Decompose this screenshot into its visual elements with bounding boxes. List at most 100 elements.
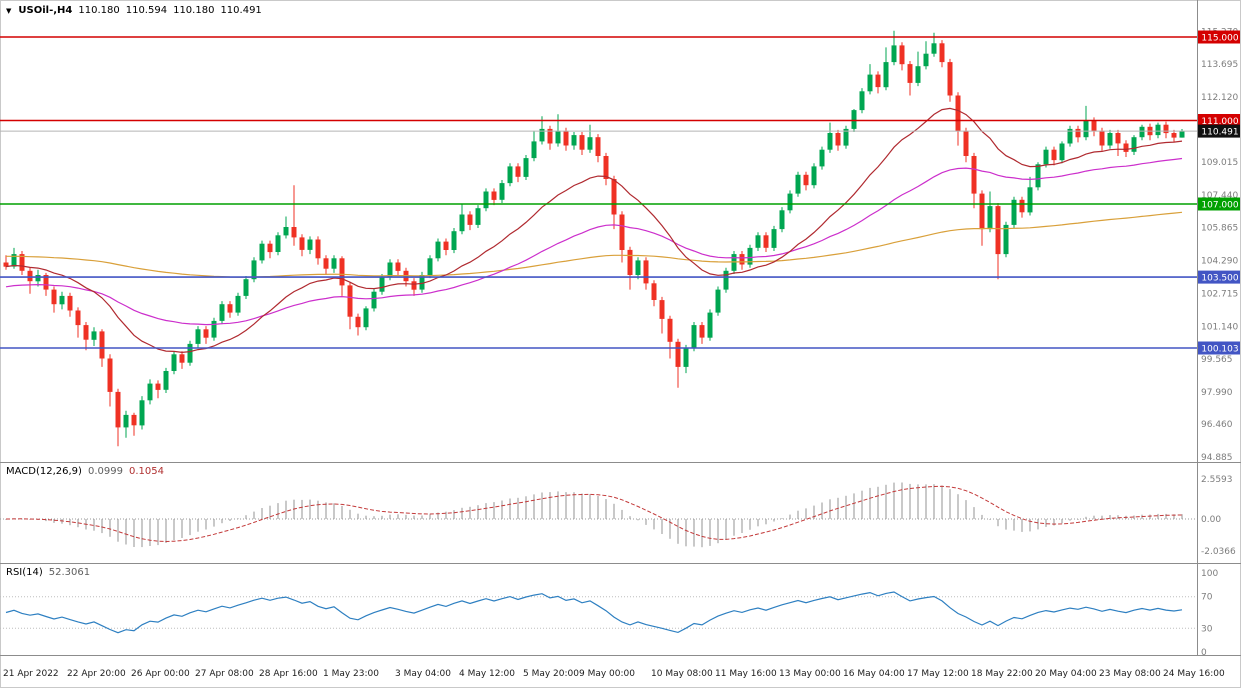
candle xyxy=(411,281,417,290)
svg-text:105.865: 105.865 xyxy=(1201,224,1238,234)
svg-text:1 May 23:00: 1 May 23:00 xyxy=(323,669,379,679)
svg-text:4 May 12:00: 4 May 12:00 xyxy=(459,669,515,679)
candle xyxy=(899,45,905,65)
main-price-panel[interactable] xyxy=(0,30,1197,447)
candle xyxy=(939,43,945,63)
candle xyxy=(67,295,73,311)
svg-text:11 May 16:00: 11 May 16:00 xyxy=(715,669,777,679)
svg-text:0.00: 0.00 xyxy=(1201,515,1221,525)
candle xyxy=(203,329,209,338)
svg-text:102.715: 102.715 xyxy=(1201,289,1238,299)
candle xyxy=(267,243,273,253)
candle xyxy=(835,133,841,146)
candle xyxy=(259,243,265,261)
rsi-title: RSI(14) xyxy=(6,567,43,578)
candle xyxy=(1123,143,1129,152)
candle xyxy=(43,275,49,290)
candle xyxy=(211,320,217,338)
candle xyxy=(523,158,529,177)
svg-text:107.440: 107.440 xyxy=(1201,191,1238,201)
macd-panel[interactable] xyxy=(0,482,1197,548)
svg-text:10 May 08:00: 10 May 08:00 xyxy=(651,669,713,679)
svg-text:0: 0 xyxy=(1201,648,1207,658)
candle xyxy=(875,74,881,88)
candle xyxy=(171,354,177,371)
svg-text:28 Apr 16:00: 28 Apr 16:00 xyxy=(259,669,318,679)
candle xyxy=(971,156,977,194)
candle xyxy=(1107,133,1113,146)
candle xyxy=(179,354,185,363)
candle xyxy=(1171,133,1177,138)
candle xyxy=(1019,199,1025,213)
candle xyxy=(963,130,969,156)
svg-text:113.695: 113.695 xyxy=(1201,60,1238,70)
candle xyxy=(251,260,257,280)
candle xyxy=(299,237,305,250)
candle xyxy=(715,289,721,313)
candle xyxy=(219,304,225,321)
candle xyxy=(819,149,825,167)
candle xyxy=(139,400,145,426)
candle xyxy=(131,414,137,426)
candle xyxy=(483,191,489,209)
candle xyxy=(947,62,953,96)
candle xyxy=(107,358,113,392)
candle xyxy=(291,227,297,238)
candle xyxy=(659,300,665,319)
svg-text:24 May 16:00: 24 May 16:00 xyxy=(1163,669,1225,679)
candle xyxy=(707,312,713,338)
candle xyxy=(507,166,513,184)
svg-text:17 May 12:00: 17 May 12:00 xyxy=(907,669,969,679)
svg-text:112.120: 112.120 xyxy=(1201,93,1238,103)
candle xyxy=(915,66,921,83)
candle xyxy=(27,270,33,282)
rsi-panel[interactable] xyxy=(0,591,1197,634)
candle xyxy=(595,137,601,156)
candle xyxy=(1051,149,1057,161)
candle xyxy=(1035,164,1041,188)
candle xyxy=(883,62,889,88)
candle xyxy=(243,279,249,296)
candle xyxy=(699,325,705,338)
ma-slow-line xyxy=(6,211,1183,278)
candle xyxy=(1067,128,1073,144)
candle xyxy=(619,214,625,250)
candle xyxy=(35,275,41,282)
candle xyxy=(795,174,801,194)
candle xyxy=(1115,133,1121,144)
level-badge-107.000: 107.000 xyxy=(1198,197,1240,211)
candle xyxy=(771,229,777,248)
candle xyxy=(99,331,105,359)
candle xyxy=(147,383,153,401)
candle xyxy=(1027,187,1033,213)
candle xyxy=(499,183,505,200)
candle xyxy=(51,289,57,305)
symbol-dropdown-icon[interactable]: ▼ xyxy=(6,7,12,15)
candle xyxy=(163,371,169,390)
svg-text:96.460: 96.460 xyxy=(1201,420,1233,430)
price-axis[interactable]: 115.270113.695112.120110.545109.015107.4… xyxy=(1198,27,1240,658)
candle xyxy=(843,128,849,146)
candle xyxy=(627,249,633,275)
candle xyxy=(187,343,193,363)
candle xyxy=(11,254,17,267)
candle xyxy=(827,133,833,150)
svg-text:104.290: 104.290 xyxy=(1201,257,1238,267)
macd-signal-line xyxy=(5,485,1183,543)
candle xyxy=(739,254,745,265)
candle xyxy=(1083,120,1089,138)
time-axis[interactable]: 21 Apr 2022 22 Apr 20:00 26 Apr 00:00 27 Ap… xyxy=(3,669,1225,679)
candle xyxy=(667,318,673,342)
candle xyxy=(923,53,929,67)
candle xyxy=(931,43,937,54)
candle xyxy=(1043,149,1049,165)
svg-text:115.000: 115.000 xyxy=(1201,34,1238,44)
svg-text:21 Apr 2022: 21 Apr 2022 xyxy=(3,669,59,679)
candle xyxy=(563,130,569,146)
svg-text:-2.0366: -2.0366 xyxy=(1201,547,1236,557)
candle xyxy=(387,262,393,278)
candle xyxy=(1075,128,1081,138)
svg-text:27 Apr 08:00: 27 Apr 08:00 xyxy=(195,669,254,679)
